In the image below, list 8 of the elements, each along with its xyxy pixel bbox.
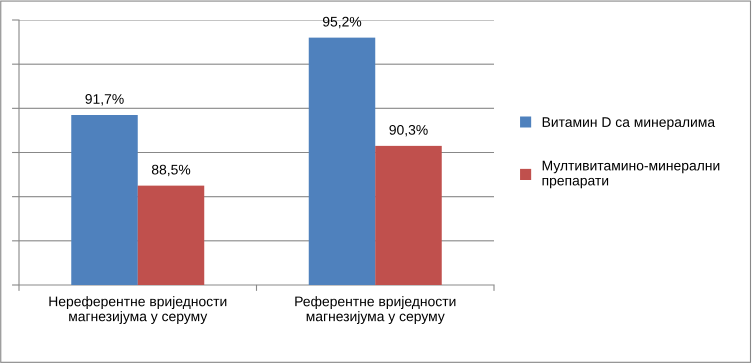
data-label: 95,2% bbox=[322, 16, 362, 28]
x-tick-label: Нереферентне вриједности магнезијума у серуму bbox=[49, 296, 226, 324]
x-tick-label: Референтне вриједности магнезијума у серуму bbox=[295, 296, 456, 324]
data-label: 90,3% bbox=[389, 124, 428, 136]
data-label: 91,7% bbox=[85, 94, 124, 106]
data-label: 88,5% bbox=[152, 164, 190, 176]
legend-label: Мултивитамино-минерални препарати bbox=[542, 160, 720, 188]
legend-label: Витамин D са минералима bbox=[542, 117, 716, 130]
